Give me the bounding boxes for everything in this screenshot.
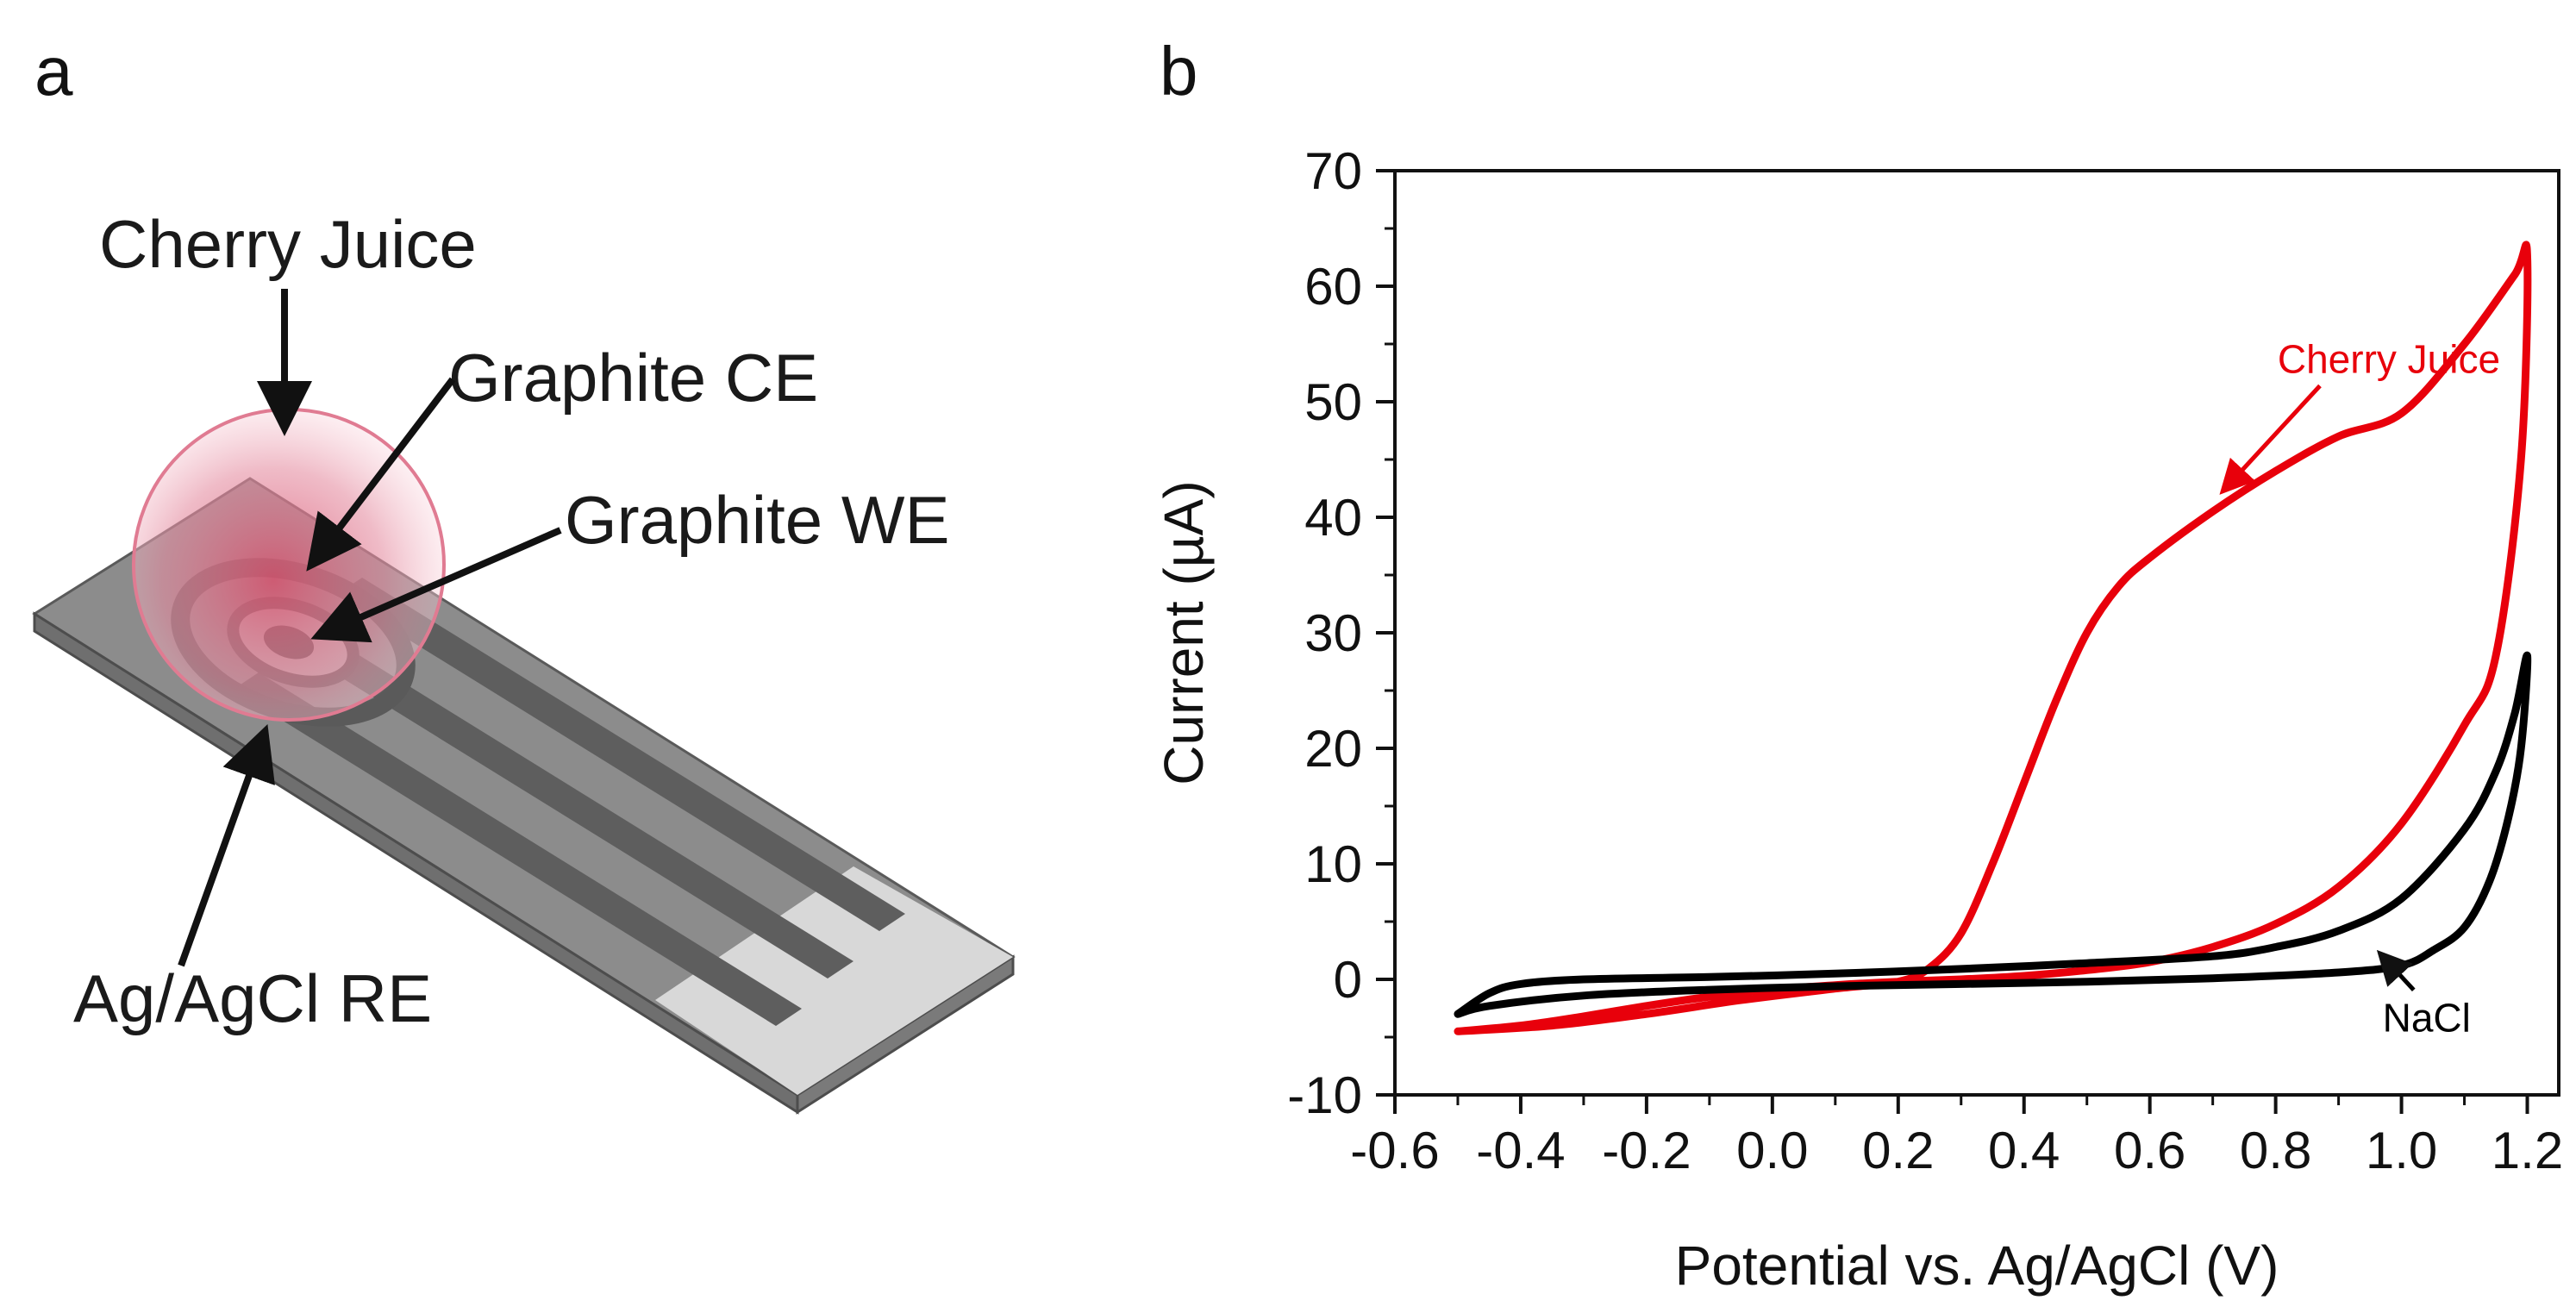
y-tick-label: 40 (1304, 489, 1362, 547)
y-tick-label: 10 (1304, 835, 1362, 893)
y-tick-label: 50 (1304, 373, 1362, 431)
contact-pad-region (655, 866, 1013, 1095)
y-tick-label: 70 (1304, 142, 1362, 200)
x-tick-label: -0.4 (1476, 1122, 1565, 1179)
label-ag-agcl-re: Ag/AgCl RE (73, 960, 432, 1036)
cv-chart: -10 0 10 20 30 40 50 60 70 -0.6 -0.4 -0.2 0.0 0.2 0.4… (1153, 142, 2563, 1297)
strip-side-end (796, 954, 1015, 1115)
annotation-arrow (2219, 384, 2322, 495)
trace-ce (336, 578, 905, 931)
series-line-nacl (1454, 651, 2532, 1018)
y-tick-label: 60 (1304, 258, 1362, 316)
x-tick-label: -0.6 (1350, 1122, 1439, 1179)
x-axis: -0.6 -0.4 -0.2 0.0 0.2 0.4 0.6 0.8 1.0 1.2 (1350, 1095, 2563, 1179)
y-axis-title: Current (µA) (1153, 480, 1215, 785)
x-tick-label: -0.2 (1602, 1122, 1691, 1179)
annotation-label: NaCl (2383, 995, 2471, 1040)
y-tick-label: -10 (1287, 1066, 1362, 1124)
y-tick-label: 30 (1304, 604, 1362, 662)
x-axis-title: Potential vs. Ag/AgCl (V) (1675, 1235, 2279, 1297)
panel-b-letter: b (1160, 33, 1198, 109)
panel-a: a Cherry Juice Graphite CE Graphite WE A… (32, 33, 1016, 1115)
label-graphite-we: Graphite WE (565, 482, 949, 558)
annotation-label: Cherry Juice (2278, 337, 2500, 382)
trace-re (233, 672, 802, 1026)
series-layer (1454, 241, 2532, 1035)
label-graphite-ce: Graphite CE (448, 340, 818, 416)
arrow-graphite-ce (306, 377, 456, 572)
annotation-arrow (2376, 949, 2416, 991)
x-tick-label: 0.4 (1988, 1122, 2060, 1179)
arrow-ag-agcl-re (178, 723, 275, 967)
x-tick-label: 0.2 (1862, 1122, 1934, 1179)
panel-b: b -10 0 10 20 30 40 50 60 70 -0.6 -0.4 -0.2 0.0 0.2 0… (1153, 33, 2563, 1297)
annotation-layer: Cherry Juice NaCl (2219, 337, 2500, 1040)
y-axis: -10 0 10 20 30 40 50 60 70 (1287, 142, 1395, 1124)
x-tick-label: 0.6 (2114, 1122, 2185, 1179)
x-tick-label: 0.8 (2240, 1122, 2311, 1179)
x-tick-label: 0.0 (1736, 1122, 1808, 1179)
y-tick-label: 0 (1334, 951, 1362, 1009)
arrow-graphite-we (310, 527, 562, 643)
x-tick-label: 1.2 (2492, 1122, 2563, 1179)
label-cherry-juice: Cherry Juice (99, 206, 477, 282)
trace-we (284, 625, 853, 978)
y-tick-label: 20 (1304, 720, 1362, 778)
x-tick-label: 1.0 (2366, 1122, 2437, 1179)
panel-a-letter: a (34, 33, 73, 109)
